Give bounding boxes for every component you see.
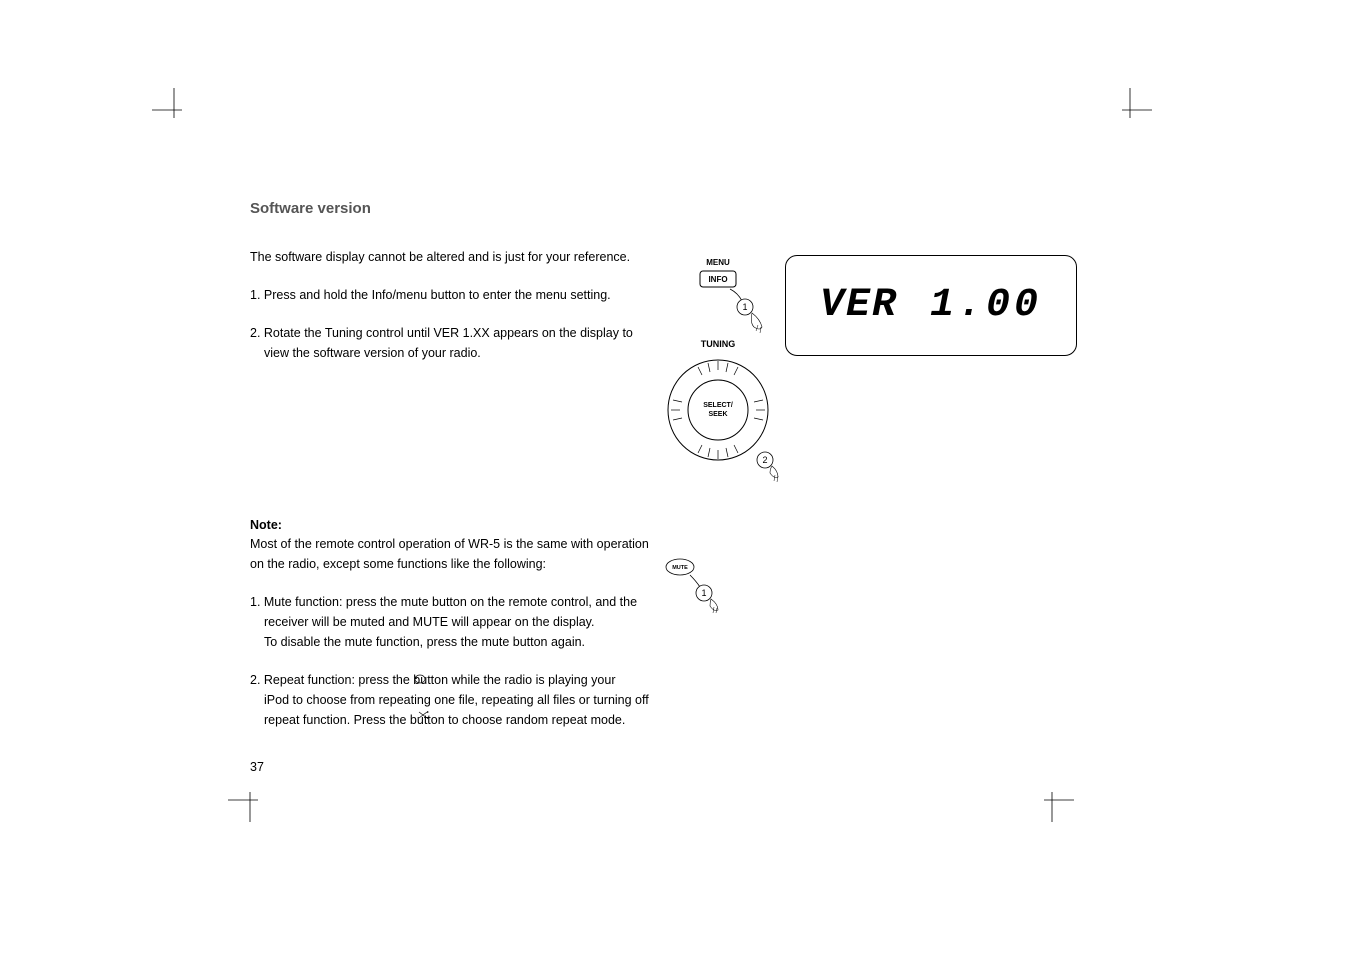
- note-1: 1. Mute function: press the mute button …: [250, 592, 650, 652]
- select-label-2: SEEK: [708, 411, 727, 418]
- callout-1: 1: [742, 302, 747, 312]
- tuning-label: TUNING: [701, 339, 736, 349]
- note-2-line-2: iPod to choose from repeating one file, …: [250, 693, 649, 707]
- menu-label: MENU: [706, 258, 730, 267]
- note-1-line-3: To disable the mute function, press the …: [250, 635, 585, 649]
- step-2-line-2: view the software version of your radio.: [250, 346, 481, 360]
- callout-2: 2: [762, 455, 767, 465]
- lcd-display: VER 1.00: [785, 255, 1077, 356]
- note-label: Note:: [250, 518, 650, 532]
- callout-mute-1: 1: [701, 588, 706, 598]
- mute-illustration: MUTE 1: [660, 555, 740, 620]
- repeat-icon: [414, 670, 426, 690]
- page-number: 37: [250, 760, 264, 774]
- intro-text: The software display cannot be altered a…: [250, 247, 650, 267]
- note-2-line-1: 2. Repeat function: press the button whi…: [250, 673, 616, 687]
- section-title: Software version: [250, 200, 1080, 217]
- crop-mark-bottom-left: [228, 778, 272, 822]
- lcd-ver-label: VER: [820, 283, 898, 328]
- step-2: 2. Rotate the Tuning control until VER 1…: [250, 323, 650, 363]
- select-label-1: SELECT/: [703, 402, 733, 409]
- step-1: 1. Press and hold the Info/menu button t…: [250, 285, 650, 305]
- crop-mark-top-left: [152, 88, 196, 132]
- step-2-line-1: 2. Rotate the Tuning control until VER 1…: [250, 326, 633, 340]
- note-1-line-2: receiver will be muted and MUTE will app…: [250, 615, 594, 629]
- note-intro-line-1: Most of the remote control operation of …: [250, 537, 649, 551]
- mute-label: MUTE: [672, 565, 688, 571]
- crop-mark-bottom-right: [1030, 778, 1074, 822]
- info-label: INFO: [708, 275, 727, 284]
- shuffle-icon: [418, 706, 430, 726]
- crop-mark-top-right: [1108, 88, 1152, 132]
- note-1-line-1: 1. Mute function: press the mute button …: [250, 595, 637, 609]
- note-intro-line-2: on the radio, except some functions like…: [250, 557, 546, 571]
- info-tuning-illustration: MENU INFO 1 TUNING SELECT/ SEEK: [660, 255, 780, 490]
- note-2: 2. Repeat function: press the button whi…: [250, 670, 650, 730]
- lcd-ver-value: 1.00: [930, 283, 1042, 328]
- note-2-line-3: repeat function. Press the button to cho…: [250, 713, 625, 727]
- note-intro: Most of the remote control operation of …: [250, 534, 650, 574]
